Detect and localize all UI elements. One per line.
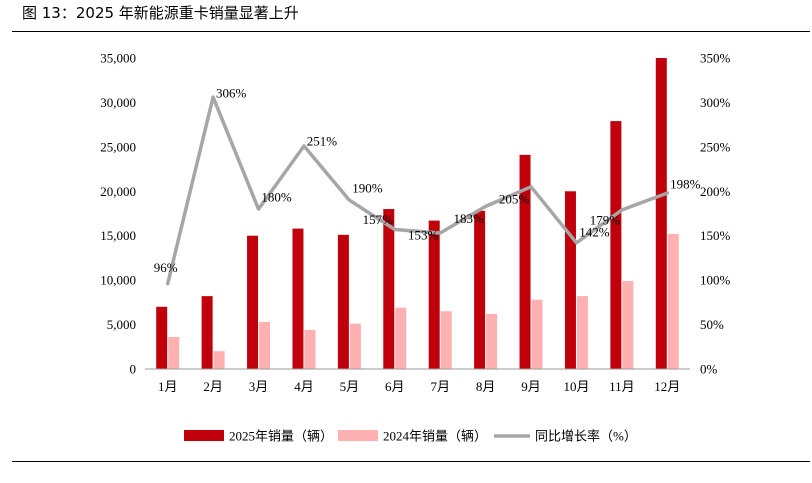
x-axis-tick-label: 3月 [249, 379, 269, 394]
growth-data-label: 306% [216, 86, 247, 101]
x-axis-tick-label: 1月 [158, 379, 178, 394]
bar-2024 [622, 281, 634, 369]
bar-2024 [304, 329, 316, 369]
right-axis-tick-label: 250% [700, 139, 731, 154]
bar-2024 [168, 337, 180, 369]
figure-title: 图 13：2025 年新能源重卡销量显著上升 [22, 4, 299, 22]
bar-2025 [474, 210, 486, 369]
left-axis: 0 5,000 10,000 15,000 20,000 25,000 30,000 35,0… [100, 51, 136, 377]
bar-2025 [610, 121, 622, 370]
x-axis-tick-label: 8月 [476, 379, 496, 394]
right-axis-tick-label: 50% [700, 317, 724, 332]
legend-label-growth: 同比增长率（%） [535, 429, 637, 444]
right-axis-tick-label: 350% [700, 51, 731, 66]
x-axis-tick-label: 6月 [385, 379, 405, 394]
left-axis-tick-label: 35,000 [100, 51, 136, 66]
legend-swatch-2025 [184, 430, 224, 441]
bar-2025 [564, 191, 576, 369]
legend-swatch-2024 [338, 430, 378, 441]
bar-2024 [213, 351, 225, 369]
bar-2024 [395, 307, 407, 369]
x-axis-tick-label: 5月 [340, 379, 360, 394]
bar-2024 [576, 296, 588, 369]
left-axis-tick-label: 0 [130, 362, 137, 377]
growth-data-label: 251% [307, 133, 338, 148]
growth-data-label: 153% [408, 228, 439, 243]
bar-2025 [201, 296, 213, 369]
right-axis-tick-label: 150% [700, 228, 731, 243]
bar-2025 [383, 209, 395, 369]
bar-2025 [519, 154, 531, 369]
legend: 2025年销量（辆） 2024年销量（辆） 同比增长率（%） [184, 429, 637, 444]
growth-data-label: 190% [352, 181, 383, 196]
bar-2024 [667, 233, 679, 369]
bar-2024 [440, 311, 452, 369]
growth-data-label: 96% [154, 260, 178, 275]
bars [156, 58, 679, 370]
x-axis-tick-label: 2月 [203, 379, 223, 394]
x-axis-tick-label: 12月 [654, 379, 680, 394]
left-axis-tick-label: 15,000 [100, 228, 136, 243]
left-axis-tick-label: 5,000 [107, 317, 136, 332]
left-axis-tick-label: 25,000 [100, 139, 136, 154]
x-axis-tick-label: 10月 [563, 379, 589, 394]
bar-2024 [349, 323, 361, 369]
right-axis-tick-label: 200% [700, 184, 731, 199]
left-axis-tick-label: 20,000 [100, 184, 136, 199]
left-axis-tick-label: 10,000 [100, 273, 136, 288]
x-axis-tick-label: 7月 [430, 379, 450, 394]
growth-data-label: 157% [363, 212, 394, 227]
growth-data-label: 205% [499, 191, 530, 206]
right-axis: 0% 50% 100% 150% 200% 250% 300% 350% [700, 51, 731, 377]
top-rule [12, 31, 810, 32]
bar-2025 [655, 58, 667, 369]
growth-data-label: 198% [670, 177, 701, 192]
bar-2025 [156, 306, 168, 369]
growth-data-label: 180% [261, 190, 292, 205]
x-axis-tick-label: 9月 [521, 379, 541, 394]
x-axis-tick-label: 11月 [609, 379, 635, 394]
right-axis-tick-label: 0% [700, 362, 718, 377]
right-axis-tick-label: 100% [700, 273, 731, 288]
growth-data-label: 179% [590, 212, 621, 227]
bar-2025 [247, 235, 259, 369]
bottom-rule [12, 461, 810, 462]
bar-2025 [337, 234, 349, 369]
growth-line-series: 96%306%180%251%190%157%153%183%205%142%1… [154, 86, 701, 286]
left-axis-tick-label: 30,000 [100, 95, 136, 110]
growth-data-label: 183% [453, 211, 484, 226]
bar-2025 [292, 228, 304, 369]
bar-2025 [428, 220, 440, 369]
growth-data-label: 142% [579, 224, 610, 239]
bar-2024 [259, 321, 271, 369]
bar-2024 [531, 299, 543, 369]
legend-label-2024: 2024年销量（辆） [383, 429, 487, 444]
bar-2024 [486, 313, 498, 369]
legend-label-2025: 2025年销量（辆） [229, 429, 333, 444]
x-axis-ticks: 1月 2月 3月 4月 5月 6月 7月 8月 9月 10月 11月 12月 [158, 379, 680, 394]
growth-line [165, 95, 670, 286]
x-axis-tick-label: 4月 [294, 379, 314, 394]
right-axis-tick-label: 300% [700, 95, 731, 110]
